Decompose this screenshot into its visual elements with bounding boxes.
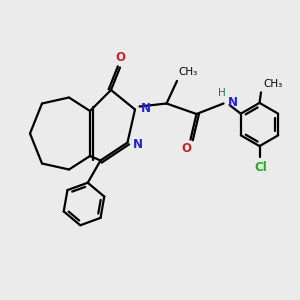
Text: N: N <box>140 101 150 115</box>
Text: O: O <box>181 142 191 155</box>
Text: CH₃: CH₃ <box>263 79 283 88</box>
Text: N: N <box>133 137 143 151</box>
Text: O: O <box>115 51 125 64</box>
Text: Cl: Cl <box>255 161 267 174</box>
Text: N: N <box>228 95 238 109</box>
Text: H: H <box>218 88 226 98</box>
Text: CH₃: CH₃ <box>178 68 198 77</box>
